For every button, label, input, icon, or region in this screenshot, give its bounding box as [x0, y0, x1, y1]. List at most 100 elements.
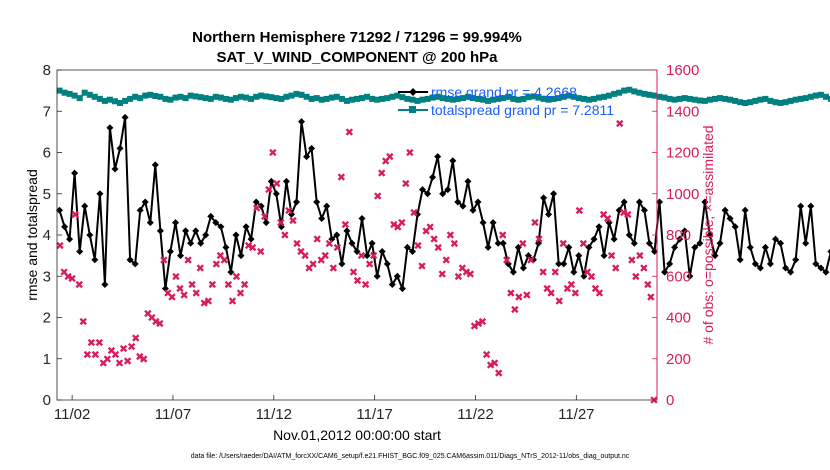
rmse-point — [535, 239, 542, 247]
y-tick-left-label: 8 — [43, 62, 51, 79]
assimilated-obs-point: ✖ — [147, 312, 156, 325]
totalspread-point — [691, 96, 698, 103]
rmse-point — [207, 212, 215, 220]
assimilated-obs-point: ✖ — [474, 318, 483, 331]
rmse-point — [187, 239, 195, 247]
assimilated-obs-point: ✖ — [498, 229, 507, 242]
totalspread-point — [117, 100, 123, 106]
assimilated-obs-point: ✖ — [409, 206, 418, 219]
rmse-point — [116, 144, 124, 152]
assimilated-obs-point: ✖ — [369, 250, 378, 263]
rmse-point — [570, 268, 578, 276]
assimilated-obs-point: ✖ — [111, 349, 120, 362]
assimilated-obs-point: ✖ — [405, 147, 414, 160]
assimilated-obs-point: ✖ — [417, 260, 426, 273]
y-tick-right-label: 1200 — [666, 145, 699, 162]
x-tick-label: 11/27 — [558, 406, 594, 423]
totalspread-point — [227, 96, 234, 103]
totalspread-point — [706, 96, 713, 103]
y-tick-right-label: 400 — [666, 310, 691, 327]
totalspread-point — [298, 91, 305, 98]
rmse-point — [696, 239, 704, 247]
assimilated-obs-point: ✖ — [325, 237, 334, 250]
rmse-point — [802, 239, 810, 247]
totalspread-point — [142, 92, 149, 99]
y-tick-right-label: 0 — [666, 392, 674, 409]
totalspread-point — [560, 93, 567, 100]
rmse-point — [645, 239, 653, 247]
assimilated-obs-point: ✖ — [353, 274, 362, 287]
rmse-point — [787, 268, 795, 276]
rmse-point — [524, 252, 532, 260]
assimilated-obs-point: ✖ — [220, 254, 229, 267]
totalspread-point — [414, 97, 421, 104]
assimilated-obs-point: ✖ — [95, 336, 104, 349]
rmse-point — [792, 256, 800, 264]
rmse-point — [721, 206, 729, 214]
totalspread-point — [580, 95, 587, 102]
rmse-point — [348, 239, 356, 247]
x-tick-label: 11/17 — [356, 406, 392, 423]
rmse-point — [293, 198, 300, 206]
assimilated-obs-point: ✖ — [438, 268, 447, 281]
y-tick-right-label: 1000 — [666, 186, 699, 203]
totalspread-point — [127, 95, 134, 102]
assimilated-obs-point: ✖ — [646, 291, 655, 304]
assimilated-obs-point: ✖ — [159, 254, 168, 267]
assimilated-obs-point: ✖ — [494, 367, 503, 380]
x-tick-label: 11/02 — [54, 406, 90, 423]
assimilated-obs-point: ✖ — [187, 279, 196, 292]
assimilated-obs-point: ✖ — [103, 353, 112, 366]
totalspread-point — [752, 97, 759, 104]
rmse-point — [434, 153, 442, 161]
totalspread-point — [545, 96, 552, 103]
assimilated-obs-point: ✖ — [240, 279, 249, 292]
y-tick-left-label: 1 — [43, 351, 51, 368]
rmse-point — [439, 190, 447, 198]
assimilated-obs-point: ✖ — [115, 357, 124, 370]
totalspread-point — [112, 98, 118, 105]
rmse-point — [751, 260, 759, 268]
totalspread-point — [71, 92, 78, 99]
totalspread-point — [328, 94, 335, 101]
totalspread-point — [253, 93, 260, 100]
assimilated-obs-point: ✖ — [506, 287, 515, 300]
x-axis: 11/02 11/07 11/12 11/17 11/22 11/27 — [54, 395, 595, 423]
rmse-point — [136, 206, 144, 214]
rmse-point — [318, 215, 326, 222]
totalspread-point — [712, 95, 718, 102]
totalspread-point — [585, 96, 592, 103]
rmse-point — [101, 281, 109, 288]
assimilated-obs-point: ✖ — [546, 287, 555, 300]
rmse-point — [403, 243, 411, 251]
totalspread-point — [238, 93, 244, 100]
assimilated-obs-point: ✖ — [224, 279, 233, 292]
rmse-point — [489, 219, 497, 227]
totalspread-point — [500, 95, 507, 102]
assimilated-obs-point: ✖ — [276, 217, 285, 230]
totalspread-point — [399, 94, 406, 101]
assimilated-obs-point: ✖ — [337, 171, 346, 184]
totalspread-point — [812, 92, 819, 99]
totalspread-point — [369, 95, 376, 102]
rmse-point — [711, 252, 719, 260]
rmse-point — [212, 219, 220, 227]
assimilated-obs-point: ✖ — [567, 279, 576, 292]
assimilated-obs-point: ✖ — [381, 155, 390, 168]
assimilated-obs-point: ✖ — [421, 225, 430, 238]
assimilated-obs-point: ✖ — [341, 219, 350, 232]
assimilated-obs-point: ✖ — [393, 221, 402, 234]
rmse-point — [126, 256, 134, 264]
totalspread-point — [313, 95, 320, 102]
totalspread-point — [349, 96, 355, 103]
totalspread-point — [449, 96, 456, 103]
assimilated-obs-point: ✖ — [135, 351, 144, 364]
rmse-point — [585, 243, 593, 251]
rmse-point — [479, 219, 487, 227]
assimilated-obs-point: ✖ — [611, 262, 620, 275]
totalspread-point — [626, 86, 633, 93]
rmse-point — [388, 281, 396, 288]
rmse-point — [807, 202, 815, 210]
assimilated-obs-point: ✖ — [317, 254, 326, 267]
